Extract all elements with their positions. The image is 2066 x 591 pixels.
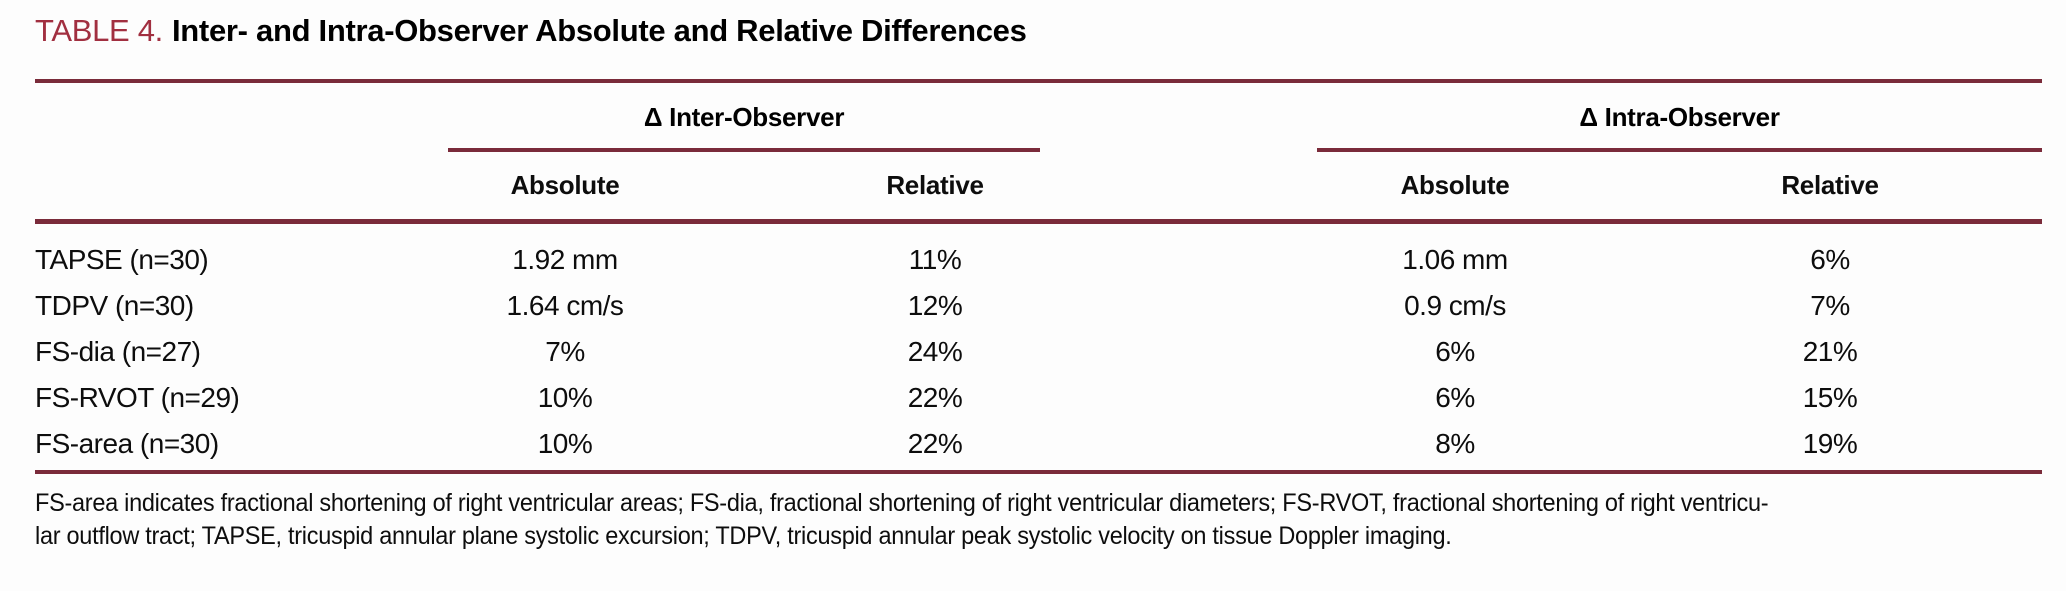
cell-inter-absolute: 1.64 cm/s	[506, 290, 624, 321]
cell-inter-relative: 11%	[908, 244, 962, 275]
cell-intra-absolute: 6%	[1435, 382, 1475, 413]
col-header-inter-relative: Relative	[886, 170, 984, 200]
group-header-inter-observer: Δ Inter-Observer	[643, 102, 845, 132]
cell-inter-relative: 22%	[907, 382, 963, 413]
row-label: FS-area (n=30)	[35, 428, 219, 459]
footnote-line-2: lar outflow tract; TAPSE, tricuspid annu…	[35, 522, 1452, 550]
col-header-inter-absolute: Absolute	[510, 170, 620, 200]
row-label: TAPSE (n=30)	[35, 244, 209, 275]
cell-intra-absolute: 0.9 cm/s	[1404, 290, 1506, 321]
cell-intra-relative: 19%	[1802, 428, 1858, 459]
cell-inter-absolute: 7%	[545, 336, 585, 367]
cell-intra-absolute: 1.06 mm	[1402, 244, 1508, 275]
cell-intra-relative: 21%	[1802, 336, 1858, 367]
cell-inter-absolute: 1.92 mm	[512, 244, 618, 275]
table-footnote: FS-area indicates fractional shortening …	[35, 487, 2042, 553]
group-header-intra-observer: Δ Intra-Observer	[1579, 102, 1780, 132]
row-label: TDPV (n=30)	[35, 290, 194, 321]
intra-observer-underline	[1317, 148, 2042, 152]
cell-inter-absolute: 10%	[537, 428, 593, 459]
table-body: TAPSE (n=30) 1.92 mm 11% 1.06 mm 6% TDPV…	[35, 237, 2042, 467]
cell-intra-relative: 7%	[1810, 290, 1850, 321]
cell-inter-absolute: 10%	[537, 382, 593, 413]
empty-header-cell	[35, 170, 415, 201]
col-header-intra-relative: Relative	[1781, 170, 1879, 200]
row-label: FS-dia (n=27)	[35, 336, 201, 367]
table-title-text: Inter- and Intra-Observer Absolute and R…	[171, 13, 1027, 48]
cell-inter-relative: 24%	[907, 336, 963, 367]
col-header-intra-absolute: Absolute	[1400, 170, 1510, 200]
bottom-rule	[35, 470, 2042, 474]
table-title: TABLE 4. Inter- and Intra-Observer Absolu…	[35, 12, 1027, 50]
footnote-line-1: FS-area indicates fractional shortening …	[35, 489, 1769, 517]
row-label: FS-RVOT (n=29)	[35, 382, 240, 413]
title-rule	[35, 79, 2042, 83]
cell-inter-relative: 12%	[907, 290, 963, 321]
cell-intra-absolute: 6%	[1435, 336, 1475, 367]
table-number-label: TABLE 4.	[35, 13, 163, 48]
header-rule	[35, 219, 2042, 224]
column-header-row: Absolute Relative Absolute Relative	[35, 170, 2042, 201]
cell-intra-absolute: 8%	[1435, 428, 1475, 459]
cell-intra-relative: 6%	[1810, 244, 1850, 275]
cell-inter-relative: 22%	[907, 428, 963, 459]
inter-observer-underline	[448, 148, 1040, 152]
cell-intra-relative: 15%	[1802, 382, 1858, 413]
